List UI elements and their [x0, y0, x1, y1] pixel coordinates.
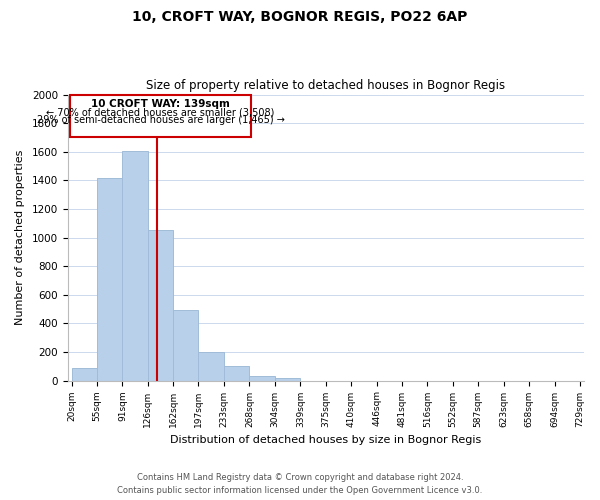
Bar — [71, 368, 97, 380]
X-axis label: Distribution of detached houses by size in Bognor Regis: Distribution of detached houses by size … — [170, 435, 481, 445]
Text: 10 CROFT WAY: 139sqm: 10 CROFT WAY: 139sqm — [91, 98, 230, 108]
Bar — [275, 378, 301, 380]
Y-axis label: Number of detached properties: Number of detached properties — [15, 150, 25, 325]
Text: Contains HM Land Registry data © Crown copyright and database right 2024.
Contai: Contains HM Land Registry data © Crown c… — [118, 473, 482, 495]
Text: 10, CROFT WAY, BOGNOR REGIS, PO22 6AP: 10, CROFT WAY, BOGNOR REGIS, PO22 6AP — [133, 10, 467, 24]
Bar — [250, 376, 275, 380]
Bar — [173, 310, 199, 380]
Bar — [199, 352, 224, 380]
Title: Size of property relative to detached houses in Bognor Regis: Size of property relative to detached ho… — [146, 79, 505, 92]
Bar — [224, 366, 250, 380]
Bar — [122, 151, 148, 380]
FancyBboxPatch shape — [70, 94, 251, 138]
Bar — [148, 230, 173, 380]
Text: ← 70% of detached houses are smaller (3,508): ← 70% of detached houses are smaller (3,… — [46, 108, 275, 118]
Text: 29% of semi-detached houses are larger (1,465) →: 29% of semi-detached houses are larger (… — [37, 115, 284, 125]
Bar — [97, 178, 122, 380]
